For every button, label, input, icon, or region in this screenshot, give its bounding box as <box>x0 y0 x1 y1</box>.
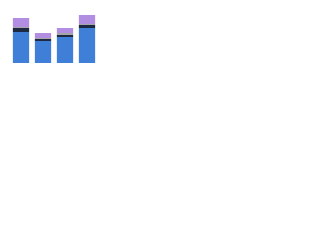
bar-segment <box>56 28 74 33</box>
bar-segment <box>12 27 30 28</box>
bar-segment <box>56 33 74 35</box>
bar-segment <box>12 28 30 32</box>
bar-segment <box>78 24 96 25</box>
bar-segment <box>56 35 74 37</box>
bar-segment <box>78 15 96 24</box>
page: (() => { const data = JSON.parse(documen… <box>0 0 320 71</box>
bar-segment <box>78 28 96 63</box>
bar-segment <box>34 38 52 39</box>
bar-segment <box>56 37 74 63</box>
bar-segment <box>12 18 30 27</box>
bar-segment <box>34 33 52 38</box>
bar-segment <box>12 32 30 63</box>
bar-segment <box>34 41 52 63</box>
bar-segment <box>34 39 52 41</box>
bar-segment <box>78 25 96 28</box>
chart <box>12 15 96 63</box>
